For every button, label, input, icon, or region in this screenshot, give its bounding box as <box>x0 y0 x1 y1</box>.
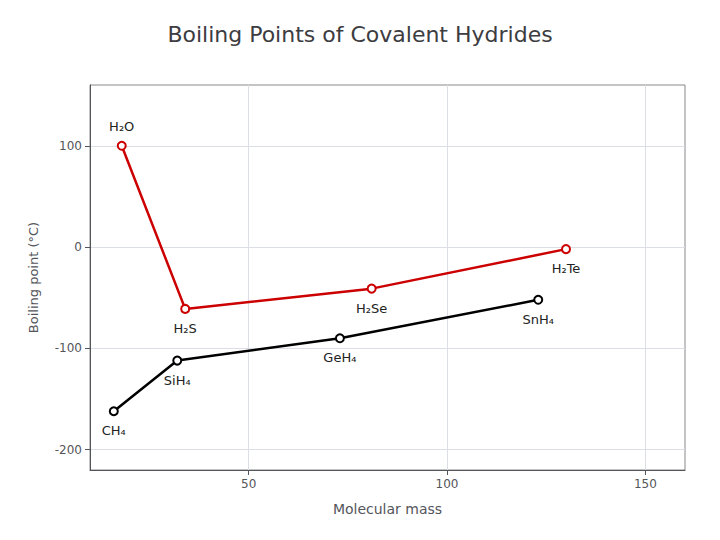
svg-text:H₂Se: H₂Se <box>356 301 387 316</box>
svg-text:-100: -100 <box>55 341 82 355</box>
svg-text:H₂O: H₂O <box>109 119 134 134</box>
svg-text:-200: -200 <box>55 443 82 457</box>
svg-text:50: 50 <box>241 477 256 491</box>
svg-text:SnH₄: SnH₄ <box>522 312 553 327</box>
svg-text:100: 100 <box>436 477 459 491</box>
svg-text:Boiling point (°C): Boiling point (°C) <box>26 222 41 333</box>
svg-text:SiH₄: SiH₄ <box>164 373 191 388</box>
svg-text:H₂S: H₂S <box>174 321 197 336</box>
svg-text:CH₄: CH₄ <box>102 423 126 438</box>
svg-text:Molecular mass: Molecular mass <box>333 501 442 517</box>
svg-text:150: 150 <box>634 477 657 491</box>
svg-text:GeH₄: GeH₄ <box>323 350 356 365</box>
svg-text:Boiling Points of Covalent Hyd: Boiling Points of Covalent Hydrides <box>167 22 552 47</box>
svg-text:100: 100 <box>59 139 82 153</box>
svg-text:0: 0 <box>74 240 82 254</box>
svg-text:H₂Te: H₂Te <box>552 261 581 276</box>
